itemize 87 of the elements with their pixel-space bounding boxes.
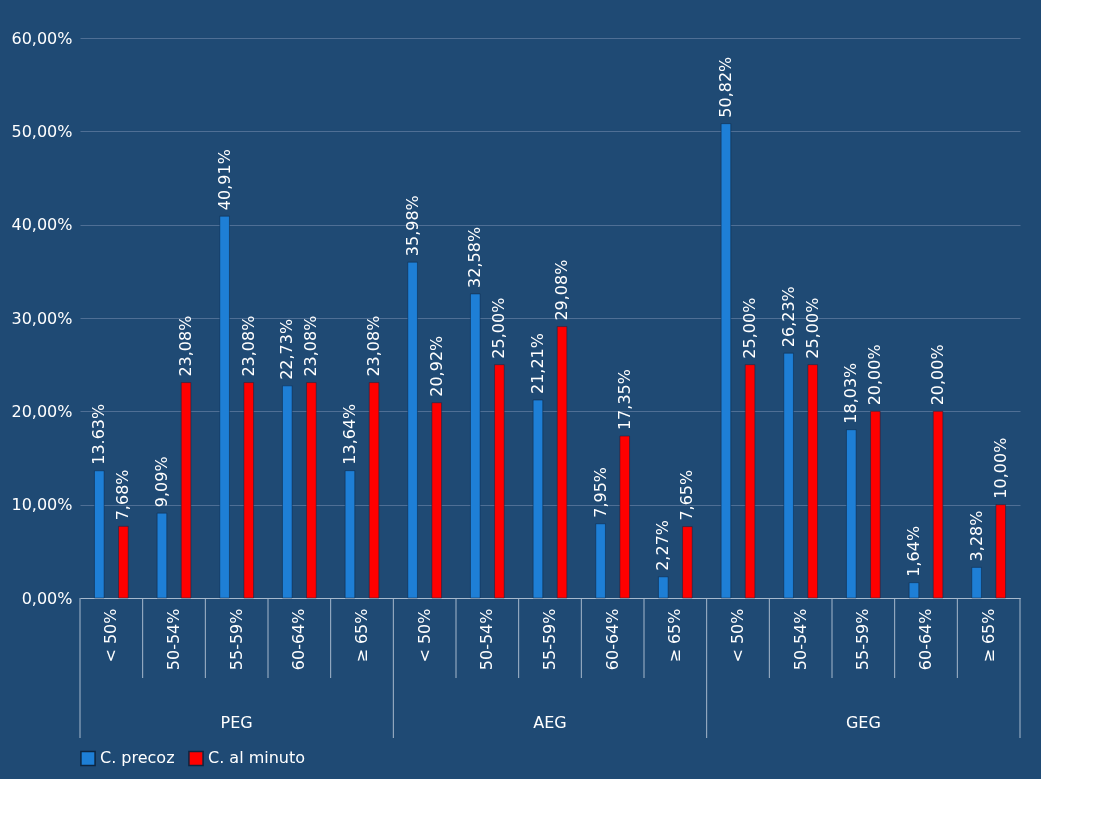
bar (282, 385, 293, 599)
x-tick-label: 55-59% (540, 608, 559, 671)
text: AEG (533, 713, 567, 732)
bar (118, 526, 129, 599)
bar (846, 429, 857, 599)
y-tick-label: 40,00% (11, 215, 73, 235)
bar (744, 364, 756, 599)
bar (595, 523, 606, 599)
y-tick-label: 20,00% (11, 401, 73, 421)
bar (306, 382, 317, 599)
x-tick-label: 60-64% (602, 608, 622, 671)
data-label: 21,21% (527, 333, 547, 395)
y-tick-label: 0,00% (21, 588, 73, 608)
data-label: 1,64% (903, 525, 923, 577)
data-label: 7,95% (590, 466, 610, 518)
data-label: 25,00% (740, 297, 760, 359)
bar (807, 364, 818, 599)
data-label: 40,91% (214, 149, 234, 211)
x-tick-label: 55-59% (226, 608, 246, 671)
legend-label: C. al minuto (208, 748, 306, 768)
data-label: 13.63% (89, 403, 109, 465)
bar (219, 215, 230, 599)
x-tick-label: 50-54% (790, 608, 810, 671)
bar (783, 352, 794, 599)
data-label: 29,08% (552, 259, 572, 321)
bar (971, 567, 982, 599)
y-tick-label: 10,00% (11, 495, 73, 515)
bar (682, 526, 693, 599)
data-label: 20,00% (865, 344, 885, 406)
data-label: 32,58% (465, 226, 485, 288)
y-tick-label: 50,00% (11, 121, 73, 141)
x-tick-label: 50-54% (477, 608, 497, 671)
bar (470, 293, 481, 599)
data-label: 23,08% (364, 315, 384, 377)
data-label: 25,00% (489, 297, 509, 359)
x-tick-label: ≥ 65% (352, 608, 371, 663)
data-label: 26,23% (778, 286, 798, 348)
bar (407, 261, 418, 599)
data-label: 35,98% (402, 195, 422, 257)
x-tick-label: < 50% (728, 608, 747, 663)
data-label: 23,08% (238, 315, 258, 377)
bar (94, 470, 105, 599)
bar (243, 382, 254, 599)
data-label: 23,08% (176, 315, 196, 377)
data-label: 17,35% (614, 369, 634, 431)
bar (344, 470, 356, 599)
bar (870, 411, 881, 599)
data-label: 25,00% (802, 297, 822, 359)
x-tick-label: 55-59% (853, 608, 873, 671)
bar (619, 435, 630, 599)
data-label: 13,64% (339, 403, 359, 465)
data-label: 2,27% (653, 519, 673, 571)
bar (932, 411, 944, 599)
y-tick-label: 30,00% (11, 308, 73, 328)
data-label: 7,68% (113, 469, 133, 521)
x-tick-label: 60-64% (289, 608, 309, 671)
bar (908, 582, 920, 599)
data-label: 10,00% (990, 437, 1010, 499)
bar (494, 364, 505, 599)
x-tick-label: < 50% (101, 608, 121, 663)
x-tick-label: ≥ 65% (665, 608, 685, 663)
bar (658, 576, 669, 599)
bar (532, 399, 544, 599)
data-label: 3,28% (966, 510, 986, 562)
data-label: 9,09% (151, 456, 171, 508)
x-tick-label: 50-54% (164, 608, 183, 671)
bar (995, 504, 1006, 599)
bar (180, 382, 192, 599)
bar (556, 326, 568, 599)
data-label: 18,03% (841, 362, 861, 424)
data-label: 50,82% (715, 56, 735, 118)
data-label: 20,92% (426, 335, 446, 397)
bar (368, 382, 380, 599)
text: PEG (220, 713, 253, 732)
x-tick-label: < 50% (414, 608, 434, 663)
bar (720, 123, 732, 599)
bar (431, 402, 442, 599)
data-label: 20,00% (928, 344, 948, 406)
text: GEG (845, 713, 881, 732)
y-tick-label: 60,00% (11, 28, 73, 48)
data-label: 7,65% (677, 469, 697, 521)
x-tick-label: ≥ 65% (978, 608, 998, 663)
x-tick-label: 60-64% (916, 608, 935, 671)
data-label: 22,73% (277, 318, 297, 380)
data-label: 23,08% (301, 315, 321, 377)
legend-label: C. precoz (100, 748, 175, 768)
bar (156, 512, 168, 599)
